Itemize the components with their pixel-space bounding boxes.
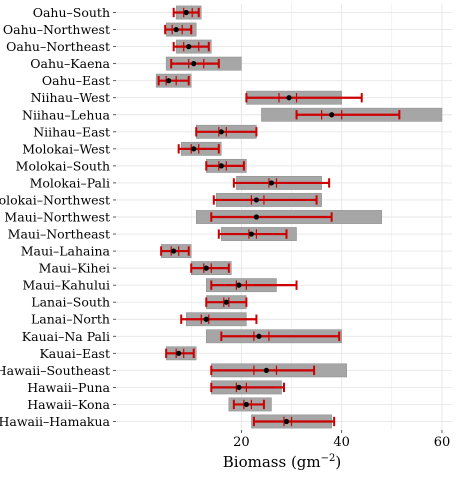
mean-point: [203, 265, 209, 271]
mean-point: [191, 146, 197, 152]
y-tick-label: Lanai–North: [31, 312, 110, 327]
x-tick-label: 60: [434, 435, 451, 450]
y-tick-label: Hawaii–Kona: [27, 397, 110, 412]
mean-point: [283, 418, 290, 425]
mean-point: [166, 78, 172, 84]
mean-point: [191, 61, 197, 67]
y-tick-label: Maui–Lahaina: [21, 244, 111, 259]
y-tick-label: Oahu–Kaena: [30, 56, 110, 71]
y-tick-label: Niihau–East: [33, 124, 110, 139]
y-tick-label: Maui–Northeast: [8, 227, 110, 242]
y-tick-label: Kauai–Na Pali: [22, 329, 110, 344]
error-bars: [157, 7, 401, 427]
y-tick-labels: Oahu–South Oahu–Northwest Oahu–Northeast Oa…: [0, 5, 116, 429]
y-tick-label: Hawaii–Hamakua: [0, 414, 111, 429]
mean-point: [253, 214, 260, 220]
mean-point: [218, 129, 224, 135]
x-axis-title: Biomass (gm−2): [223, 453, 341, 471]
y-tick-label: Niihau–West: [31, 90, 110, 105]
mean-point: [203, 316, 209, 322]
y-tick-label: Oahu–Northeast: [6, 39, 110, 54]
y-tick-label: Lanai–South: [31, 295, 110, 310]
mean-point: [243, 401, 249, 408]
mean-point: [176, 350, 182, 356]
mean-point: [286, 95, 292, 101]
mean-point: [183, 9, 189, 16]
mean-point: [218, 163, 224, 169]
y-tick-label: Niihau–Lehua: [22, 107, 111, 122]
mean-point: [248, 231, 255, 237]
y-tick-label: Oahu–South: [33, 5, 110, 20]
y-tick-label: Oahu–East: [42, 73, 110, 88]
mean-point: [329, 112, 335, 118]
x-tick-labels: 20 40 60: [233, 430, 450, 450]
mean-point: [236, 384, 242, 390]
x-tick-label: 40: [333, 435, 350, 450]
y-tick-label: Kauai–East: [39, 346, 110, 361]
y-tick-label: Maui–Kihei: [39, 261, 110, 276]
mean-points: [166, 9, 335, 425]
y-tick-label: Hawaii–Puna: [27, 380, 110, 395]
y-tick-label: Molokai–South: [16, 158, 110, 173]
y-tick-label: Maui–Northwest: [4, 210, 110, 225]
mean-point: [263, 367, 270, 373]
mean-point: [256, 333, 262, 339]
mean-point: [223, 299, 229, 305]
mean-point: [173, 26, 179, 33]
y-tick-label: Oahu–Northwest: [3, 22, 110, 37]
y-tick-label: Maui–Kahului: [23, 278, 111, 293]
mean-point: [268, 180, 275, 186]
mean-point: [253, 197, 260, 203]
mean-point: [186, 44, 192, 50]
y-tick-label: Hawaii–Southeast: [0, 363, 110, 378]
y-tick-label: Molokai–West: [22, 141, 110, 156]
mean-point: [171, 248, 177, 254]
y-tick-label: Molokai–Northwest: [0, 192, 110, 207]
mean-point: [236, 282, 242, 288]
y-tick-label: Molokai–Pali: [30, 175, 110, 190]
x-tick-label: 20: [233, 435, 250, 450]
